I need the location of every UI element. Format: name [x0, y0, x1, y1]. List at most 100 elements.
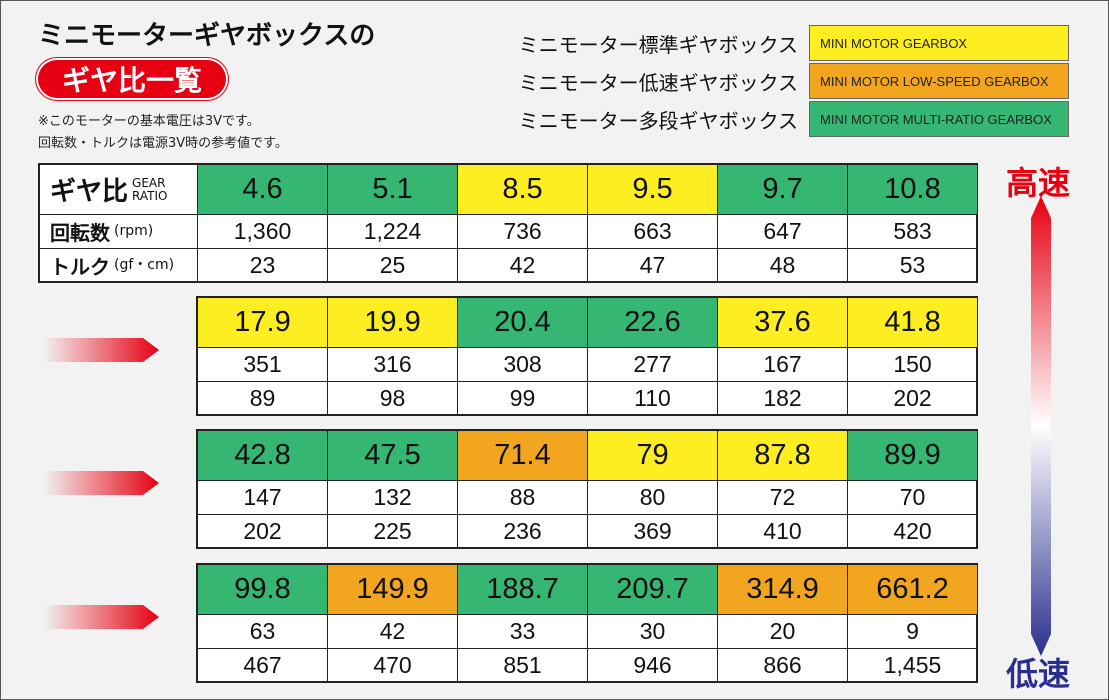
legend-label: ミニモーター標準ギヤボックス — [518, 33, 798, 57]
torque: 467 — [198, 649, 328, 683]
rpm: 1,224 — [328, 215, 458, 249]
low-speed-label: 低速 — [1006, 655, 1071, 693]
rpm: 132 — [328, 481, 458, 515]
torque: 470 — [328, 649, 458, 683]
torque: 48 — [718, 249, 848, 283]
row-label: 回転数 (rpm) — [40, 215, 198, 249]
gear-ratio: 99.8 — [198, 565, 328, 615]
row-label: ギヤ比 GEAR RATIO — [40, 165, 198, 215]
row-label-sub-text: (rpm) — [114, 223, 154, 240]
torque: 225 — [328, 515, 458, 549]
row-label-main: トルク — [50, 255, 110, 279]
row-label-main: 回転数 — [50, 221, 110, 245]
torque: 410 — [718, 515, 848, 549]
row-arrow — [43, 471, 159, 495]
torque: 23 — [198, 249, 328, 283]
gear-ratio: 9.5 — [588, 165, 718, 215]
row-label-sub-text: RATIO — [132, 188, 168, 203]
legend-badge: MINI MOTOR MULTI-RATIO GEARBOX — [809, 101, 1069, 137]
rpm: 20 — [718, 615, 848, 649]
gear-ratio: 42.8 — [198, 431, 328, 481]
gear-ratio: 17.9 — [198, 298, 328, 348]
rpm: 1,360 — [198, 215, 328, 249]
torque: 369 — [588, 515, 718, 549]
legend-label: ミニモーター低速ギヤボックス — [518, 71, 798, 95]
rpm: 736 — [458, 215, 588, 249]
gear-table: 42.8 147 202 47.5 132 225 71.4 88 236 79 80 369 87.8… — [196, 429, 978, 549]
gear-ratio: 4.6 — [198, 165, 328, 215]
legend-label: ミニモーター多段ギヤボックス — [518, 109, 798, 133]
gear-ratio: 9.7 — [718, 165, 848, 215]
torque: 851 — [458, 649, 588, 683]
torque: 866 — [718, 649, 848, 683]
rpm: 150 — [848, 348, 978, 382]
torque: 236 — [458, 515, 588, 549]
rpm: 663 — [588, 215, 718, 249]
gear-ratio: 87.8 — [718, 431, 848, 481]
torque: 202 — [848, 382, 978, 416]
rpm: 147 — [198, 481, 328, 515]
gear-ratio: 22.6 — [588, 298, 718, 348]
rpm: 70 — [848, 481, 978, 515]
torque: 182 — [718, 382, 848, 416]
row-label-sub: (gf・cm) — [114, 258, 174, 273]
rpm: 80 — [588, 481, 718, 515]
rpm: 583 — [848, 215, 978, 249]
gear-table: 99.8 63 467 149.9 42 470 188.7 33 851 209.7 30 946 3… — [196, 563, 978, 683]
note: 回転数・トルクは電源3V時の参考値です。 — [38, 136, 288, 151]
rpm: 316 — [328, 348, 458, 382]
gear-ratio: 71.4 — [458, 431, 588, 481]
rpm: 33 — [458, 615, 588, 649]
torque: 25 — [328, 249, 458, 283]
gear-ratio: 661.2 — [848, 565, 978, 615]
title: ミニモーターギヤボックスの — [38, 21, 376, 51]
torque: 42 — [458, 249, 588, 283]
gear-ratio: 149.9 — [328, 565, 458, 615]
rpm: 9 — [848, 615, 978, 649]
note: ※このモーターの基本電圧は3Vです。 — [38, 114, 260, 129]
gear-ratio: 37.6 — [718, 298, 848, 348]
rpm: 647 — [718, 215, 848, 249]
gear-ratio: 209.7 — [588, 565, 718, 615]
rpm: 42 — [328, 615, 458, 649]
rpm: 167 — [718, 348, 848, 382]
row-label-sub: (rpm) — [114, 224, 153, 239]
speed-arrow — [1031, 196, 1051, 656]
legend-badge: MINI MOTOR LOW-SPEED GEARBOX — [809, 63, 1069, 99]
rpm: 30 — [588, 615, 718, 649]
torque: 89 — [198, 382, 328, 416]
gear-ratio: 41.8 — [848, 298, 978, 348]
gear-ratio: 8.5 — [458, 165, 588, 215]
row-label-sub: GEAR RATIO — [132, 177, 167, 202]
row-label-sub-text: GEAR — [132, 175, 166, 190]
row-arrow — [43, 605, 159, 629]
gear-table: 17.9 351 89 19.9 316 98 20.4 308 99 22.6 277 110 37.… — [196, 296, 978, 416]
gear-ratio: 10.8 — [848, 165, 978, 215]
gear-ratio: 188.7 — [458, 565, 588, 615]
rpm: 351 — [198, 348, 328, 382]
rpm: 308 — [458, 348, 588, 382]
torque: 47 — [588, 249, 718, 283]
gear-ratio: 5.1 — [328, 165, 458, 215]
gear-ratio: 47.5 — [328, 431, 458, 481]
row-label-sub-text: (gf・cm) — [114, 257, 175, 274]
torque: 53 — [848, 249, 978, 283]
torque: 110 — [588, 382, 718, 416]
legend-badge: MINI MOTOR GEARBOX — [809, 25, 1069, 61]
gear-table: ギヤ比 GEAR RATIO 回転数 (rpm) トルク (gf・cm) 4.6 1,360 23… — [38, 163, 978, 283]
torque: 1,455 — [848, 649, 978, 683]
gear-ratio: 19.9 — [328, 298, 458, 348]
high-speed-label: 高速 — [1006, 164, 1071, 202]
row-arrow — [43, 338, 159, 362]
gear-ratio: 89.9 — [848, 431, 978, 481]
gear-ratio: 79 — [588, 431, 718, 481]
title-badge: ギヤ比一覧 — [38, 60, 226, 98]
torque: 98 — [328, 382, 458, 416]
gear-ratio: 20.4 — [458, 298, 588, 348]
rpm: 63 — [198, 615, 328, 649]
torque: 420 — [848, 515, 978, 549]
rpm: 72 — [718, 481, 848, 515]
gear-ratio: 314.9 — [718, 565, 848, 615]
rpm: 88 — [458, 481, 588, 515]
